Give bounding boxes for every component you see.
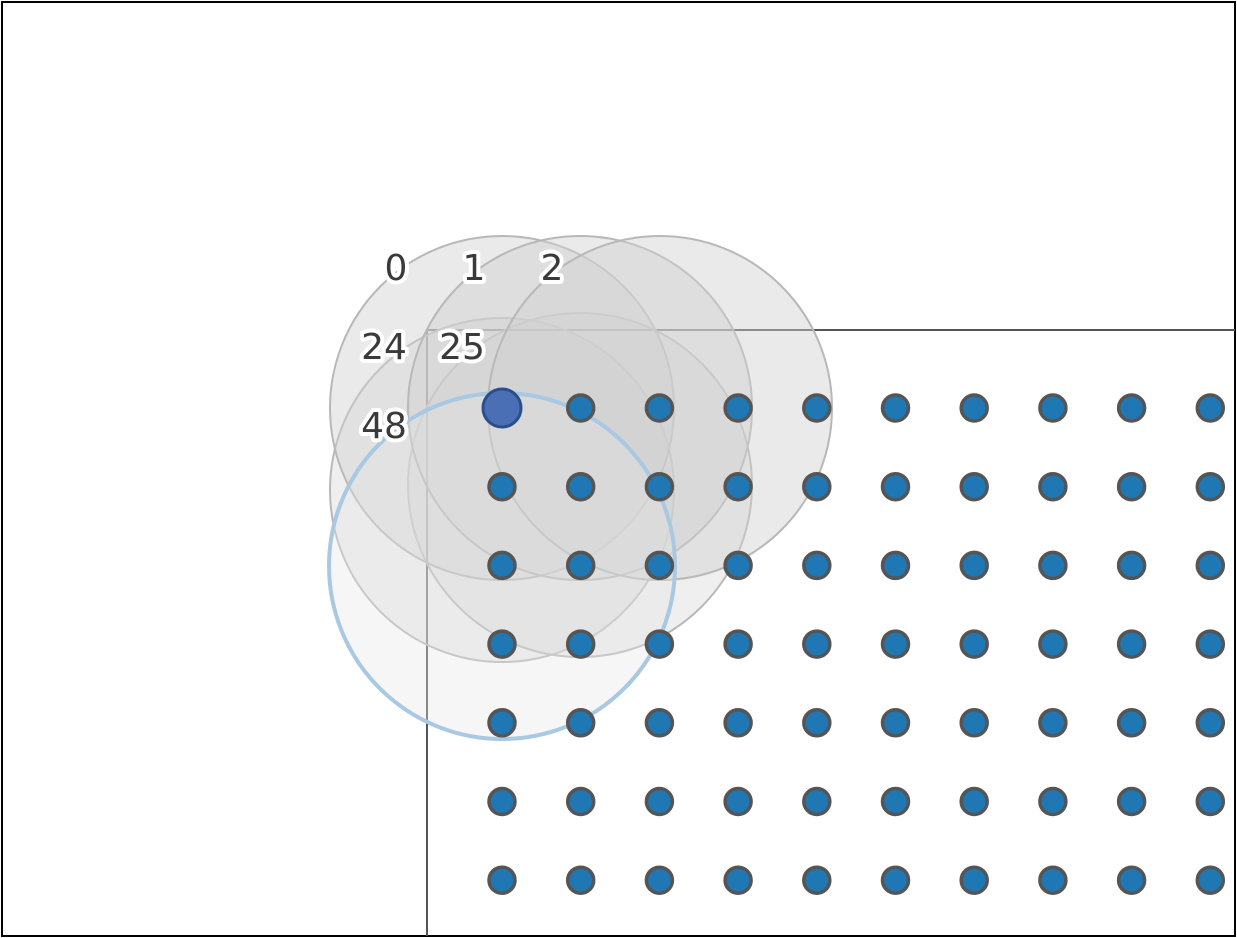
grid-point xyxy=(1038,865,1068,895)
grid-point xyxy=(1116,629,1147,659)
point-index-label: 48 xyxy=(361,406,407,447)
grid-point xyxy=(802,708,832,738)
grid-point xyxy=(1116,471,1147,502)
grid-point xyxy=(1038,629,1068,659)
grid-point xyxy=(1195,708,1226,738)
grid-point xyxy=(1195,550,1226,581)
grid-point xyxy=(565,708,596,738)
grid-point xyxy=(487,471,517,502)
grid-point xyxy=(880,393,911,423)
grid-point xyxy=(723,550,753,581)
grid-point xyxy=(1195,471,1226,502)
grid-point xyxy=(723,865,753,895)
grid-point xyxy=(644,786,675,817)
grid-point xyxy=(1195,393,1226,423)
grid-point xyxy=(565,786,596,817)
grid-point xyxy=(1195,629,1226,659)
grid-point xyxy=(802,865,832,895)
inner-panel-border xyxy=(426,329,1235,936)
grid-point xyxy=(1038,708,1068,738)
grid-point xyxy=(644,550,675,581)
grid-point xyxy=(644,393,675,423)
grid-point xyxy=(1116,786,1147,817)
grid-point xyxy=(565,393,596,423)
grid-points xyxy=(481,387,1226,895)
grid-point xyxy=(880,865,911,895)
grid-point xyxy=(959,786,989,817)
grid-point xyxy=(802,471,832,502)
point-index-label: 25 xyxy=(439,327,485,368)
grid-point xyxy=(880,629,911,659)
grid-point xyxy=(723,393,753,423)
grid-point xyxy=(565,629,596,659)
grid-point xyxy=(959,865,989,895)
point-index-label: 1 xyxy=(463,248,486,289)
grid-point xyxy=(880,471,911,502)
grid-point xyxy=(723,786,753,817)
grid-point xyxy=(487,786,517,817)
point-index-label: 24 xyxy=(361,327,407,368)
grid-point xyxy=(880,550,911,581)
grid-point xyxy=(723,708,753,738)
grid-point xyxy=(565,865,596,895)
grid-point xyxy=(1116,393,1147,423)
grid-point xyxy=(1038,786,1068,817)
grid-point xyxy=(802,550,832,581)
grid-point xyxy=(565,550,596,581)
grid-point xyxy=(959,708,989,738)
grid-point xyxy=(1116,708,1147,738)
selected-point xyxy=(481,387,523,429)
grid-point xyxy=(959,550,989,581)
grid-point xyxy=(565,471,596,502)
grid-point xyxy=(487,708,517,738)
grid-point xyxy=(1116,550,1147,581)
grid-point xyxy=(959,393,989,423)
grid-point xyxy=(1038,550,1068,581)
grid-point xyxy=(723,471,753,502)
point-index-label: 0 xyxy=(385,248,408,289)
grid-point xyxy=(1038,393,1068,423)
grid-point xyxy=(487,865,517,895)
grid-point xyxy=(644,865,675,895)
grid-point xyxy=(1195,865,1226,895)
grid-point xyxy=(644,471,675,502)
grid-point xyxy=(802,629,832,659)
grid-point xyxy=(880,708,911,738)
point-index-label: 2 xyxy=(541,248,564,289)
grid-point xyxy=(487,629,517,659)
grid-point xyxy=(1116,865,1147,895)
grid-point xyxy=(723,629,753,659)
grid-point xyxy=(802,786,832,817)
grid-point xyxy=(644,629,675,659)
grid-point xyxy=(487,550,517,581)
grid-point xyxy=(959,629,989,659)
grid-point xyxy=(1195,786,1226,817)
grid-point xyxy=(880,786,911,817)
grid-point xyxy=(644,708,675,738)
grid-point xyxy=(802,393,832,423)
point-labels: 0 1 2 24 25 48 xyxy=(357,244,567,451)
grid-point xyxy=(959,471,989,502)
grid-point xyxy=(1038,471,1068,502)
